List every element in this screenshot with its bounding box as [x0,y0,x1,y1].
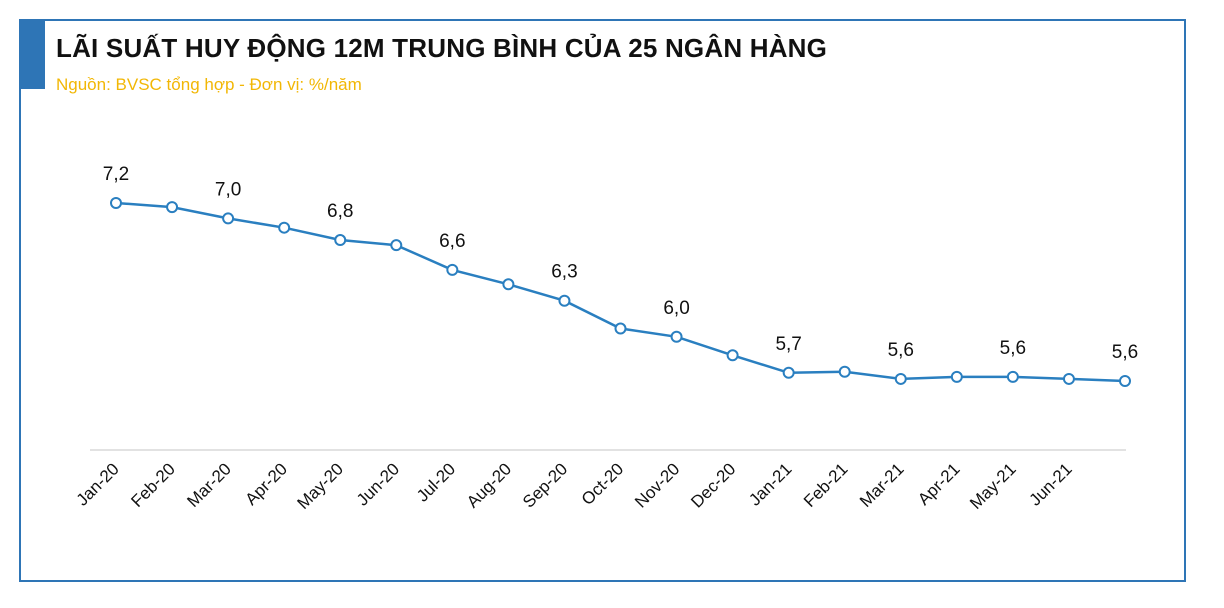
x-tick-label: Oct-20 [578,459,628,509]
title-accent-bar [19,19,45,89]
data-label: 7,0 [215,179,241,200]
x-tick-label: Nov-20 [631,459,683,511]
data-point [614,322,627,335]
data-label: 6,8 [327,201,353,222]
data-label: 7,2 [103,164,129,185]
data-point [726,349,739,362]
chart-frame [19,19,1186,582]
data-point [838,365,851,378]
x-tick-label: May-20 [294,459,348,513]
x-tick-label: Apr-20 [241,459,291,509]
x-tick-label: Feb-21 [800,459,852,511]
data-point [502,278,515,291]
x-tick-label: Dec-20 [687,459,739,511]
data-point [166,201,179,214]
data-point [446,263,459,276]
data-point [334,234,347,247]
data-point [222,212,235,225]
data-point [558,294,571,307]
chart-title: LÃI SUẤT HUY ĐỘNG 12M TRUNG BÌNH CỦA 25 … [56,33,828,63]
x-tick-label: Mar-20 [183,459,235,511]
data-label: 6,0 [663,298,689,319]
data-point [1062,372,1075,385]
data-point [390,239,403,252]
data-point [670,330,683,343]
data-label: 5,7 [775,334,801,355]
x-tick-label: Jan-20 [73,459,123,509]
x-tick-label: Jun-21 [1026,459,1076,509]
data-label: 5,6 [888,340,914,361]
data-point [782,366,795,379]
x-tick-label: Jul-20 [413,459,459,505]
data-point [894,372,907,385]
x-tick-label: Feb-20 [127,459,179,511]
x-tick-label: Jun-20 [353,459,403,509]
x-tick-label: Jan-21 [745,459,795,509]
x-tick-label: Sep-20 [519,459,571,511]
x-tick-label: Apr-21 [914,459,964,509]
data-point [110,197,122,209]
data-point [950,370,963,383]
chart-subtitle: Nguồn: BVSC tổng hợp - Đơn vị: %/năm [56,75,362,94]
data-point [1119,375,1131,387]
data-label: 5,6 [1000,338,1026,359]
series-line [115,201,1126,383]
x-tick-label: May-21 [966,459,1020,513]
data-point [1006,370,1019,383]
data-label: 5,6 [1112,342,1138,363]
x-tick-label: Aug-20 [463,459,515,511]
data-label: 6,3 [551,262,577,283]
data-point [278,221,291,234]
x-tick-label: Mar-21 [856,459,908,511]
data-label: 6,6 [439,231,465,252]
